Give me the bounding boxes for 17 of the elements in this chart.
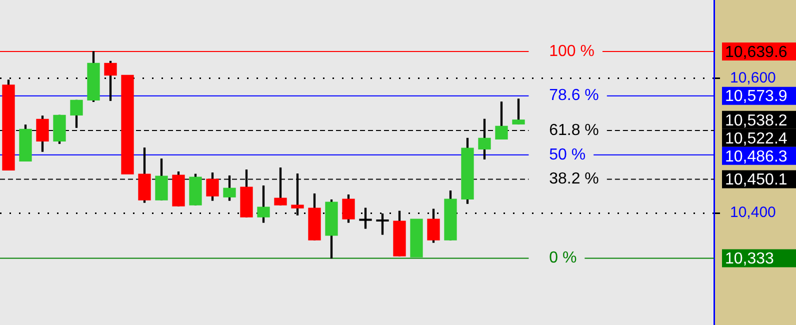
ref-line-label: 10,333 [725,250,774,268]
y-tick-label: 10,400 [730,204,776,222]
annotation: 100 % [549,42,594,60]
candlestick [410,218,423,258]
annotation: 50 % [549,146,586,164]
ref-line-label: 10,639.6 [725,44,788,61]
annotation: 0 % [549,250,577,267]
annotation: 78.6 % [549,87,599,104]
text: 10,538.2 [725,112,788,130]
annotation: 61.8 % [549,122,599,139]
ref-line-label: 10,573.9 [725,88,788,106]
candlestick [121,74,134,174]
y-tick-label: 10,600 [730,69,776,86]
annotation: 38.2 % [549,170,599,188]
ref-line-label: 10,450.1 [725,172,788,189]
ref-line-label: 10,486.3 [725,148,788,166]
ref-line-label: 10,522.4 [725,130,788,148]
